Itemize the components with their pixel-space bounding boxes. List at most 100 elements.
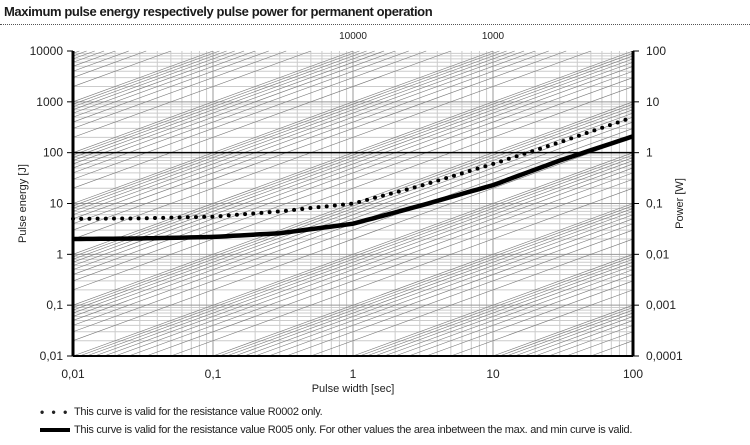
constant-power-line: [72, 70, 634, 275]
y2-tick-label: 10: [646, 95, 660, 109]
constant-power-line: [72, 50, 95, 60]
constant-power-line: [310, 238, 634, 357]
constant-power-line: [72, 109, 634, 314]
constant-power-line: [72, 50, 367, 158]
constant-power-line: [72, 152, 634, 357]
x-tick-label: 10: [486, 367, 500, 381]
legend-item-dotted: • • • This curve is valid for the resist…: [40, 405, 323, 419]
x-tick-label: 0,1: [205, 367, 222, 381]
constant-power-line: [72, 50, 245, 114]
constant-power-line: [72, 50, 500, 207]
y2-tick-label: 0,01: [646, 247, 670, 261]
constant-power-line: [72, 61, 634, 266]
x-tick-label: 100: [623, 367, 643, 381]
constant-power-line: [72, 116, 634, 321]
constant-power-line: [72, 50, 507, 209]
constant-power-line: [72, 50, 427, 180]
constant-power-line: [72, 50, 375, 161]
constant-power-line: [72, 50, 287, 129]
constant-power-line: [128, 172, 634, 357]
constant-power-line: [115, 167, 634, 357]
constant-power-line: [72, 50, 116, 67]
constant-power-line: [72, 50, 147, 78]
y-axis-label: Pulse energy [J]: [17, 164, 29, 243]
constant-power-line: [79, 154, 634, 357]
constant-power-line: [219, 205, 634, 357]
constant-power-line: [72, 50, 591, 240]
grid-group: [71, 50, 635, 357]
constant-power-line: [408, 274, 634, 357]
chart-title: Maximum pulse energy respectively pulse …: [4, 4, 433, 19]
y2-tick-label: 0,1: [646, 197, 663, 211]
y2-tick-label: 100: [646, 44, 666, 58]
constant-power-line: [492, 304, 634, 357]
constant-power-line: [383, 265, 634, 357]
y-tick-label: 10: [50, 197, 64, 211]
y-tick-label: 0,1: [46, 298, 63, 312]
constant-power-line: [72, 103, 634, 308]
constant-power-line: [72, 50, 549, 225]
constant-power-line: [72, 50, 105, 63]
constant-power-line: [72, 50, 525, 216]
constant-power-line: [72, 50, 515, 212]
legend-solid-marker: [40, 428, 70, 432]
constant-power-line: [514, 312, 634, 357]
constant-power-line: [72, 50, 235, 110]
constant-power-line: [72, 50, 214, 103]
constant-power-line: [590, 340, 634, 357]
y2-tick-label: 0,0001: [646, 349, 683, 363]
constant-power-line: [426, 280, 634, 357]
constant-power-line: [268, 223, 634, 357]
constant-power-line: [212, 203, 634, 357]
title-divider: [0, 24, 750, 25]
constant-power-line: [506, 309, 634, 357]
constant-power-line: [72, 50, 494, 204]
legend-dotted-marker: • • •: [40, 405, 70, 419]
x-tick-label: 1: [350, 367, 357, 381]
constant-power-line: [72, 50, 385, 165]
constant-power-line: [72, 50, 396, 169]
constant-power-line: [72, 50, 129, 72]
constant-power-line: [72, 50, 269, 123]
constant-power-line: [72, 77, 634, 282]
constant-power-line: [234, 211, 634, 357]
x-tick-label: 0,01: [61, 367, 85, 381]
constant-power-line: [359, 256, 634, 357]
constant-power-line: [535, 320, 634, 357]
top-label: 10000: [339, 31, 367, 42]
y2-tick-label: 0,001: [646, 298, 676, 312]
constant-power-line: [72, 86, 634, 291]
y2-axis-label: Power [W]: [674, 178, 686, 229]
constant-power-line: [72, 50, 451, 189]
constant-power-line: [72, 50, 311, 138]
constant-power-line: [103, 163, 634, 357]
legend-item-solid: This curve is valid for the resistance v…: [40, 424, 632, 436]
constant-power-line: [86, 157, 634, 357]
top-label: 1000: [482, 31, 505, 42]
constant-power-line: [72, 50, 171, 87]
y-tick-label: 10000: [30, 44, 64, 58]
constant-power-line: [72, 50, 536, 220]
constant-power-line: [72, 50, 87, 57]
y-tick-label: 1000: [36, 95, 63, 109]
constant-power-line: [72, 50, 256, 118]
constant-power-line: [255, 218, 634, 357]
constant-power-line: [523, 316, 634, 357]
constant-power-line: [286, 229, 634, 357]
constant-power-line: [94, 160, 634, 357]
constant-power-line: [72, 50, 567, 231]
constant-power-line: [72, 50, 220, 105]
y-tick-label: 0,01: [40, 349, 64, 363]
constant-power-line: [366, 258, 634, 357]
constant-power-line: [566, 331, 634, 357]
constant-power-line: [72, 50, 354, 153]
constant-power-line: [243, 214, 634, 357]
legend-dotted-text: This curve is valid for the resistance v…: [74, 406, 323, 418]
constant-power-line: [352, 254, 634, 357]
constant-power-line: [72, 55, 634, 260]
constant-power-line: [499, 307, 634, 357]
constant-power-line: [72, 50, 360, 156]
y-tick-label: 1: [56, 247, 63, 261]
